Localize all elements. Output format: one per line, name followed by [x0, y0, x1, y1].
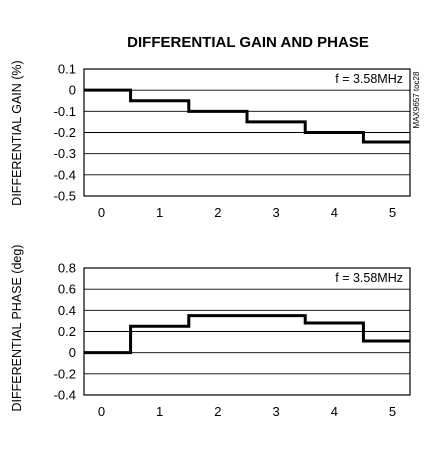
phase-x-ticks: 0 1 2 3 4 5 [98, 404, 396, 419]
gain-x-ticks: 0 1 2 3 4 5 [98, 205, 396, 220]
phase-y-tick-label: 0.2 [58, 324, 76, 339]
gain-y-tick-label: -0.1 [54, 104, 76, 119]
gain-y-tick-label: -0.5 [54, 189, 76, 204]
phase-y-tick-label: 0.6 [58, 282, 76, 297]
gain-y-tick-label: -0.3 [54, 146, 76, 161]
phase-y-tick-label: 0.4 [58, 303, 76, 318]
phase-x-tick-label: 0 [98, 404, 105, 419]
phase-y-tick-label: -0.2 [54, 366, 76, 381]
gain-grid [84, 89, 410, 176]
phase-y-axis-label: DIFFERENTIAL PHASE (deg) [10, 245, 24, 412]
document-code: MAX9657 toc28 [412, 71, 421, 128]
phase-y-ticks: 0.8 0.6 0.4 0.2 0 -0.2 -0.4 [54, 261, 76, 403]
phase-plot-frame [83, 267, 411, 396]
gain-y-tick-label: 0.1 [58, 62, 76, 77]
phase-grid [84, 288, 410, 375]
gain-y-axis-label: DIFFERENTIAL GAIN (%) [10, 60, 24, 205]
gain-x-tick-label: 2 [214, 205, 221, 220]
gain-y-ticks: 0.1 0 -0.1 -0.2 -0.3 -0.4 -0.5 [54, 62, 76, 204]
phase-annotation: f = 3.58MHz [335, 271, 403, 285]
figure-title: DIFFERENTIAL GAIN AND PHASE [127, 34, 369, 51]
phase-chart: f = 3.58MHz 0.8 0.6 0.4 0.2 0 -0.2 -0.4 0 1 2 3 4 5… [10, 245, 411, 419]
phase-y-tick-label: -0.4 [54, 388, 76, 403]
phase-y-tick-label: 0.8 [58, 261, 76, 276]
gain-plot-frame [83, 68, 411, 197]
phase-x-tick-label: 5 [389, 404, 396, 419]
phase-y-tick-label: 0 [69, 345, 76, 360]
gain-chart: f = 3.58MHz 0.1 0 -0.1 -0.2 -0.3 -0.4 -0.5 0 1 2… [10, 60, 421, 220]
gain-x-tick-label: 1 [156, 205, 163, 220]
phase-x-tick-label: 1 [156, 404, 163, 419]
phase-x-tick-label: 4 [331, 404, 338, 419]
phase-series-line [84, 314, 410, 355]
gain-annotation: f = 3.58MHz [335, 72, 403, 86]
gain-series-line [84, 88, 410, 144]
gain-y-tick-label: -0.2 [54, 125, 76, 140]
gain-y-tick-label: -0.4 [54, 167, 76, 182]
gain-x-tick-label: 3 [272, 205, 279, 220]
gain-y-tick-label: 0 [69, 83, 76, 98]
phase-x-tick-label: 3 [272, 404, 279, 419]
gain-x-tick-label: 5 [389, 205, 396, 220]
gain-x-tick-label: 0 [98, 205, 105, 220]
phase-x-tick-label: 2 [214, 404, 221, 419]
gain-x-tick-label: 4 [331, 205, 338, 220]
